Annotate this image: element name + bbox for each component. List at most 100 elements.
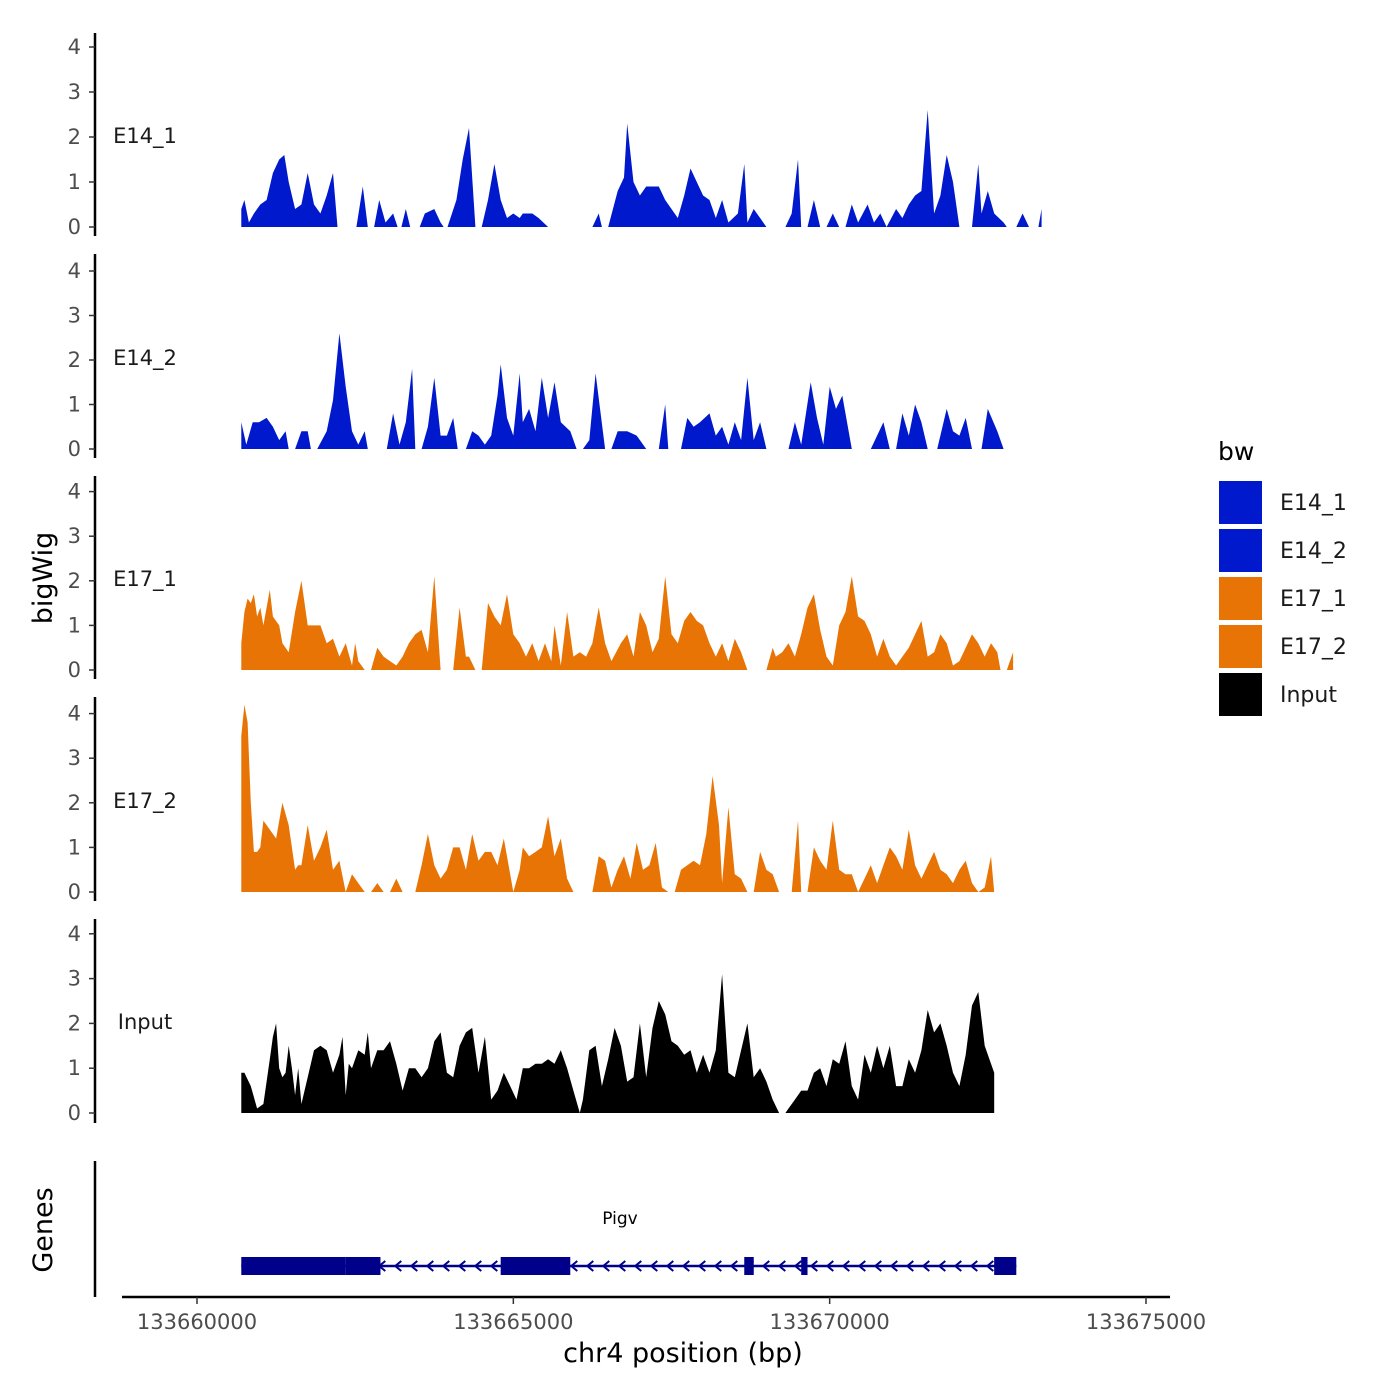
genes-layer: Pigv: [93, 1161, 1017, 1297]
y-tick-label: 3: [68, 304, 81, 328]
strand-arrow: [697, 1260, 706, 1272]
track-label: E17_1: [113, 567, 177, 592]
track-E17_2: 0 1 2 3 4 E17_2: [68, 697, 995, 904]
exon: [744, 1257, 754, 1275]
y-tick-label: 3: [68, 80, 81, 104]
strand-arrow: [393, 1260, 402, 1272]
strand-arrow: [681, 1260, 690, 1272]
strand-arrow: [889, 1260, 898, 1272]
y-tick-label: 1: [68, 170, 81, 194]
legend-label: E14_1: [1280, 491, 1347, 516]
coverage-area-E14_1: [241, 110, 1042, 227]
track-E14_2: 0 1 2 3 4 E14_2: [68, 254, 1004, 461]
legend-entry-E17_2: E17_2: [1217, 623, 1347, 670]
y-tick-label: 0: [68, 437, 81, 461]
legend-entry-E14_1: E14_1: [1217, 479, 1347, 526]
strand-arrow: [921, 1260, 930, 1272]
exon: [994, 1257, 1017, 1275]
legend-key: [1217, 623, 1264, 670]
y-tick-label: 1: [68, 613, 81, 637]
legend-label: E17_2: [1280, 635, 1347, 660]
y-tick-label: 2: [68, 1011, 81, 1035]
legend-label: E17_1: [1280, 587, 1347, 612]
strand-arrow: [777, 1260, 786, 1272]
track-label: E14_1: [113, 124, 177, 149]
track-E14_1: 0 1 2 3 4 E14_1: [68, 33, 1042, 239]
y-tick-label: 0: [68, 1101, 81, 1125]
strand-arrow: [713, 1260, 722, 1272]
y-tick-label: 0: [68, 658, 81, 682]
strand-arrow: [585, 1260, 594, 1272]
track-E17_1: 0 1 2 3 4 E17_1: [68, 476, 1014, 682]
exon: [801, 1257, 808, 1275]
x-tick-label: 133670000: [770, 1310, 890, 1334]
coverage-area-E17_1: [241, 576, 1014, 670]
x-tick-label: 133665000: [453, 1310, 573, 1334]
y-tick-label: 0: [68, 880, 81, 904]
y-tick-label: 3: [68, 967, 81, 991]
strand-arrow: [617, 1260, 626, 1272]
gene-Pigv: Pigv: [241, 1209, 1017, 1275]
legend-title: bw: [1218, 437, 1254, 466]
y-tick-label: 2: [68, 569, 81, 593]
y-axis-title: bigWig: [28, 532, 59, 625]
coverage-area-E14_2: [241, 333, 1004, 449]
y-tick-label: 2: [68, 791, 81, 815]
strand-arrow: [569, 1260, 578, 1272]
exon: [241, 1257, 346, 1275]
exon: [345, 1257, 381, 1275]
legend-entry-Input: Input: [1217, 671, 1337, 718]
strand-arrow: [649, 1260, 658, 1272]
strand-arrow: [665, 1260, 674, 1272]
genes-panel-title: Genes: [28, 1187, 59, 1272]
strand-arrow: [761, 1260, 770, 1272]
strand-arrow: [905, 1260, 914, 1272]
y-tick-label: 4: [68, 35, 81, 59]
y-tick-label: 3: [68, 524, 81, 548]
track-Input: 0 1 2 3 4 Input: [68, 919, 995, 1125]
coverage-area-E17_2: [241, 704, 995, 892]
strand-arrow: [825, 1260, 834, 1272]
strand-arrow: [633, 1260, 642, 1272]
legend-key: [1217, 575, 1264, 622]
x-tick-label: 133660000: [137, 1310, 257, 1334]
strand-arrow: [985, 1260, 994, 1272]
strand-arrow: [441, 1260, 450, 1272]
strand-arrow: [489, 1260, 498, 1272]
y-tick-label: 0: [68, 215, 81, 239]
track-label: Input: [118, 1010, 172, 1034]
y-tick-label: 4: [68, 922, 81, 946]
track-label: E14_2: [113, 346, 177, 371]
strand-arrow: [473, 1260, 482, 1272]
strand-arrow: [953, 1260, 962, 1272]
strand-arrow: [793, 1260, 802, 1272]
strand-arrow: [857, 1260, 866, 1272]
x-tick-label: 133675000: [1086, 1310, 1206, 1334]
legend-key: [1217, 527, 1264, 574]
strand-arrow: [601, 1260, 610, 1272]
y-tick-label: 2: [68, 348, 81, 372]
tracks-layer: 0 1 2 3 4 E14_1 0 1 2 3 4 E14_2 0 1 2 3 4 E17_1 0 1 2 3 4 E17_2…: [68, 33, 1042, 1125]
legend-label: E14_2: [1280, 539, 1347, 564]
y-tick-label: 1: [68, 1056, 81, 1080]
y-tick-label: 1: [68, 393, 81, 417]
exon: [500, 1257, 571, 1275]
strand-arrow: [409, 1260, 418, 1272]
y-tick-label: 2: [68, 125, 81, 149]
x-axis-title: chr4 position (bp): [563, 1338, 803, 1369]
strand-arrow: [969, 1260, 978, 1272]
strand-arrow: [937, 1260, 946, 1272]
legend-entry-E14_2: E14_2: [1217, 527, 1347, 574]
strand-arrow: [873, 1260, 882, 1272]
strand-arrow: [729, 1260, 738, 1272]
strand-arrow: [457, 1260, 466, 1272]
legend-key: [1217, 671, 1264, 718]
legend: bw E14_1 E14_2 E17_1 E17_2 Input: [1217, 437, 1347, 718]
y-tick-label: 1: [68, 835, 81, 859]
legend-entry-E17_1: E17_1: [1217, 575, 1347, 622]
y-tick-label: 4: [68, 259, 81, 283]
legend-label: Input: [1280, 683, 1337, 708]
y-tick-label: 3: [68, 746, 81, 770]
legend-key: [1217, 479, 1264, 526]
